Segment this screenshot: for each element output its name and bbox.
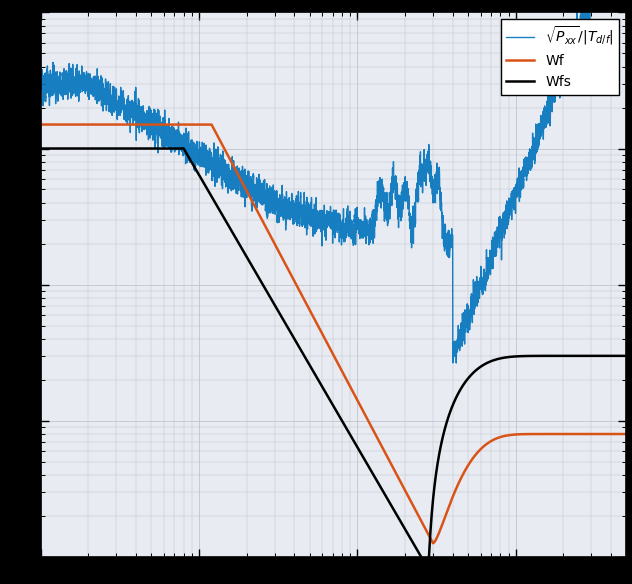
- Wf: [502, 432, 510, 439]
- Wfs: [409, 539, 416, 546]
- Wfs: [502, 354, 510, 361]
- Wfs: [384, 495, 391, 502]
- Line: Wfs: Wfs: [40, 148, 626, 569]
- Line: Wf: Wf: [40, 124, 626, 543]
- Wfs: [425, 565, 432, 572]
- Wf: [249, 199, 257, 206]
- $\sqrt{P_{xx}}/|T_{d/f}|$: [384, 208, 391, 215]
- Wfs: [249, 264, 257, 271]
- Line: $\sqrt{P_{xx}}/|T_{d/f}|$: $\sqrt{P_{xx}}/|T_{d/f}|$: [40, 0, 626, 363]
- Legend: $\sqrt{P_{xx}}/|T_{d/f}|$, Wf, Wfs: $\sqrt{P_{xx}}/|T_{d/f}|$, Wf, Wfs: [501, 19, 619, 95]
- Wf: [471, 452, 479, 459]
- Wf: [37, 121, 44, 128]
- Wf: [384, 453, 391, 460]
- Wf: [429, 540, 437, 547]
- Wfs: [37, 145, 44, 152]
- $\sqrt{P_{xx}}/|T_{d/f}|$: [502, 207, 510, 214]
- $\sqrt{P_{xx}}/|T_{d/f}|$: [37, 80, 44, 87]
- $\sqrt{P_{xx}}/|T_{d/f}|$: [453, 360, 460, 367]
- Wfs: [66, 145, 74, 152]
- Wfs: [471, 368, 479, 375]
- $\sqrt{P_{xx}}/|T_{d/f}|$: [66, 77, 74, 84]
- Wfs: [623, 352, 630, 359]
- $\sqrt{P_{xx}}/|T_{d/f}|$: [249, 183, 257, 190]
- $\sqrt{P_{xx}}/|T_{d/f}|$: [471, 302, 479, 309]
- Wf: [409, 502, 416, 509]
- Wf: [66, 121, 74, 128]
- Wf: [623, 430, 630, 437]
- $\sqrt{P_{xx}}/|T_{d/f}|$: [409, 217, 416, 224]
